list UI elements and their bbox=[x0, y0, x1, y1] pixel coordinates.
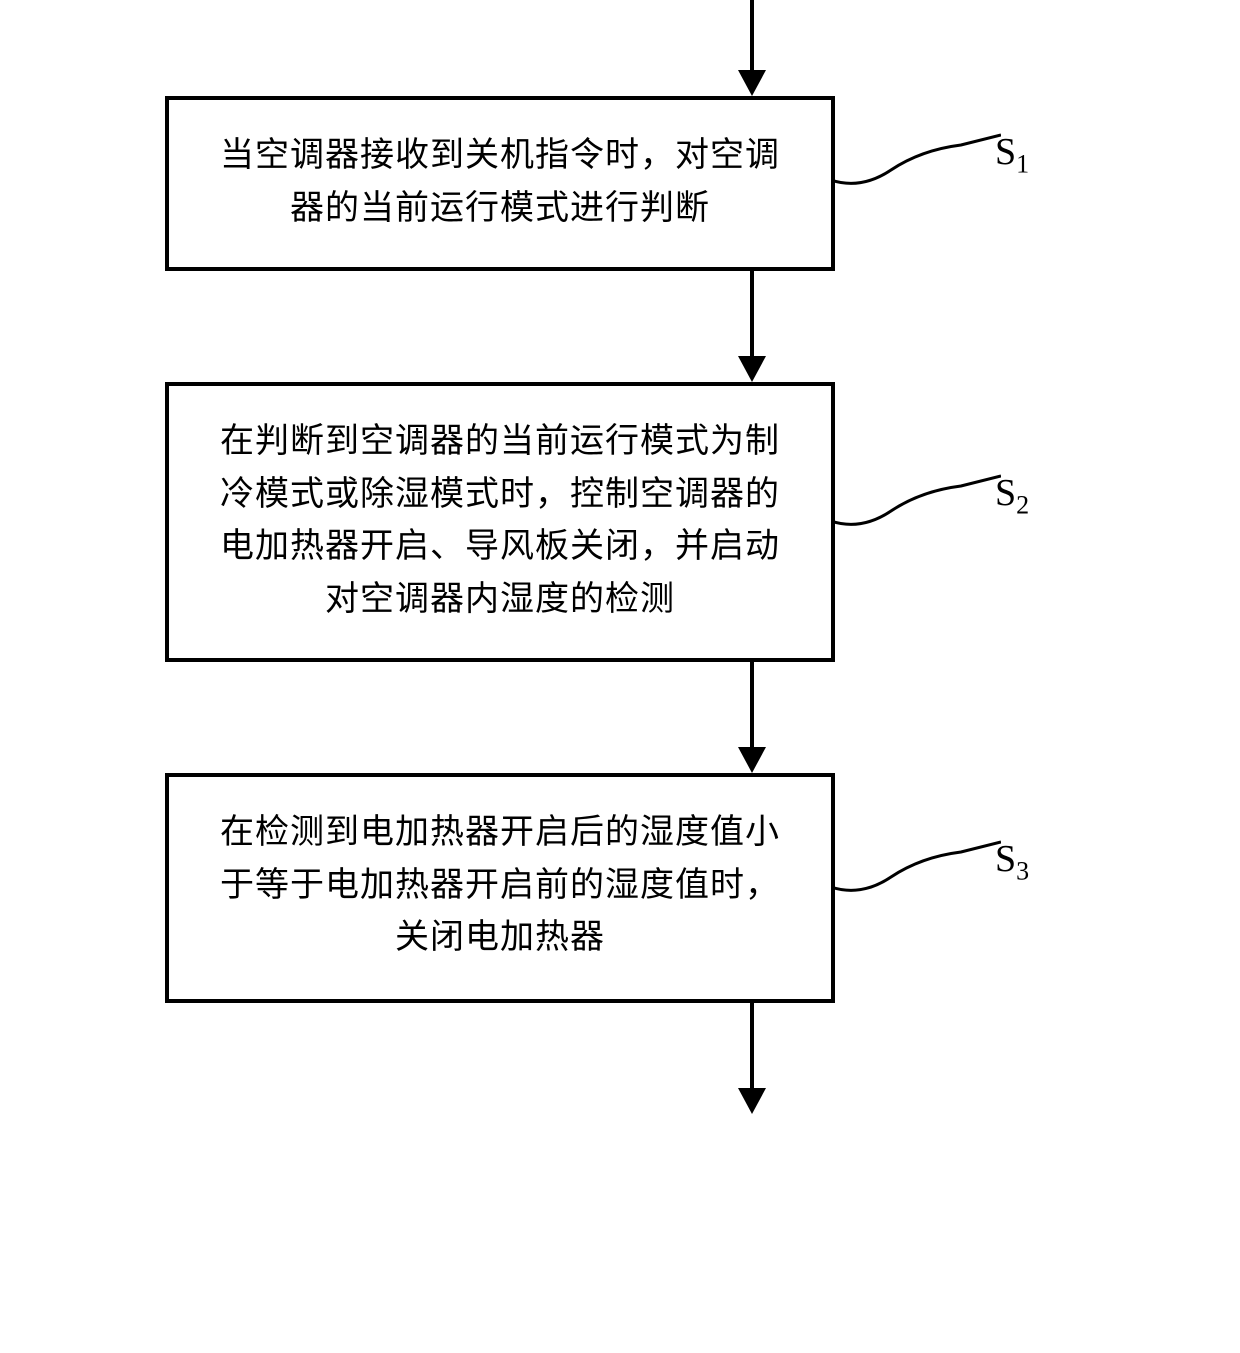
arrow-shaft bbox=[750, 0, 754, 70]
label-sub: 2 bbox=[1016, 491, 1029, 520]
arrow-exit bbox=[429, 1003, 1075, 1114]
step-label-wrapper: S1 bbox=[831, 130, 1029, 190]
step-label: S2 bbox=[995, 471, 1029, 521]
label-sub: 3 bbox=[1016, 857, 1029, 886]
wavy-connector-icon bbox=[831, 130, 1001, 190]
step-label-wrapper: S2 bbox=[831, 471, 1029, 531]
arrow-head-icon bbox=[738, 70, 766, 96]
label-main: S bbox=[995, 838, 1016, 880]
flowchart-step-1: 当空调器接收到关机指令时，对空调器的当前运行模式进行判断 S1 bbox=[165, 96, 835, 271]
wavy-connector-icon bbox=[831, 837, 1001, 897]
arrow-head-icon bbox=[738, 356, 766, 382]
flowchart-step-2: 在判断到空调器的当前运行模式为制冷模式或除湿模式时，控制空调器的电加热器开启、导… bbox=[165, 382, 835, 662]
step-text: 在判断到空调器的当前运行模式为制冷模式或除湿模式时，控制空调器的电加热器开启、导… bbox=[209, 416, 791, 627]
label-main: S bbox=[995, 472, 1016, 514]
arrow-head-icon bbox=[738, 747, 766, 773]
arrow-head-icon bbox=[738, 1088, 766, 1114]
wavy-connector-icon bbox=[831, 471, 1001, 531]
step-text: 当空调器接收到关机指令时，对空调器的当前运行模式进行判断 bbox=[209, 130, 791, 235]
arrow-2 bbox=[429, 662, 1075, 773]
step-label-wrapper: S3 bbox=[831, 837, 1029, 897]
step-label: S1 bbox=[995, 130, 1029, 180]
arrow-shaft bbox=[750, 662, 754, 747]
label-sub: 1 bbox=[1016, 150, 1029, 179]
arrow-shaft bbox=[750, 1003, 754, 1088]
flowchart-step-3: 在检测到电加热器开启后的湿度值小于等于电加热器开启前的湿度值时，关闭电加热器 S… bbox=[165, 773, 835, 1003]
arrow-entry bbox=[429, 0, 1075, 96]
arrow-1 bbox=[429, 271, 1075, 382]
step-text: 在检测到电加热器开启后的湿度值小于等于电加热器开启前的湿度值时，关闭电加热器 bbox=[209, 807, 791, 965]
flowchart-container: 当空调器接收到关机指令时，对空调器的当前运行模式进行判断 S1 在判断到空调器的… bbox=[165, 0, 1075, 1114]
arrow-shaft bbox=[750, 271, 754, 356]
step-label: S3 bbox=[995, 837, 1029, 887]
label-main: S bbox=[995, 131, 1016, 173]
